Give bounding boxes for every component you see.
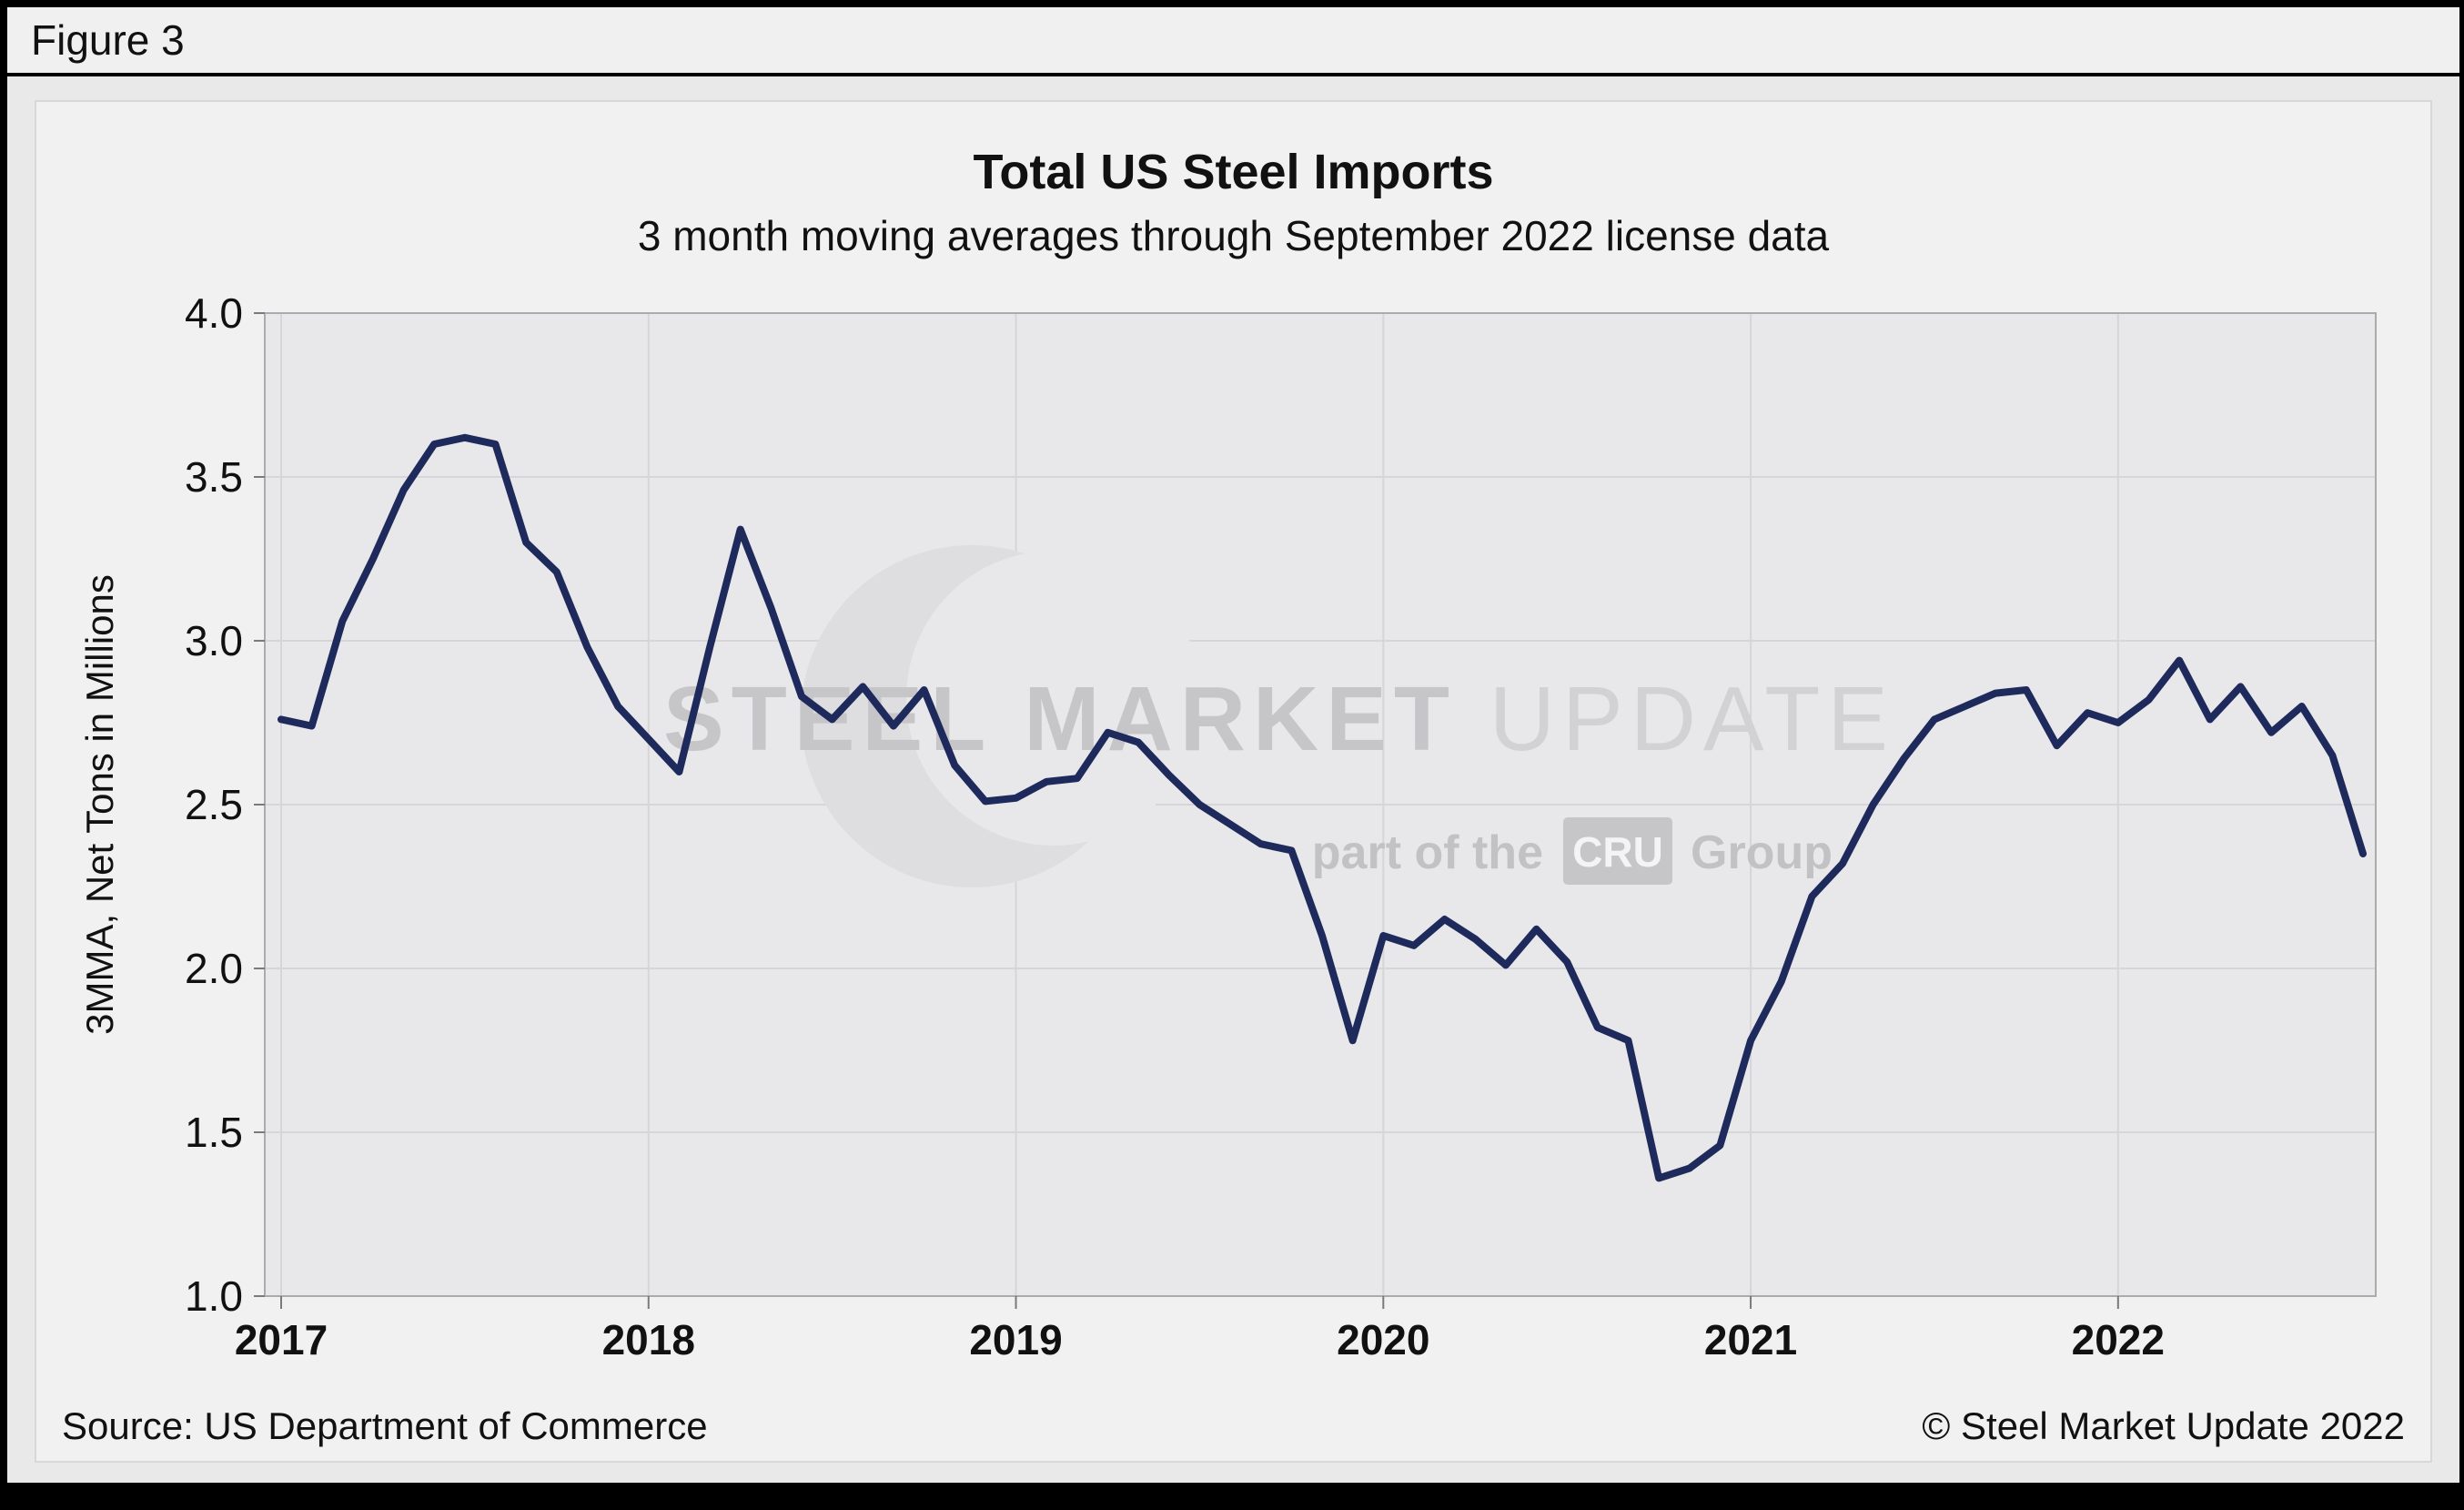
source-note: Source: US Department of Commerce — [62, 1404, 708, 1447]
bottom-black-bar — [7, 1483, 2459, 1510]
watermark-cru-box — [1562, 817, 1672, 885]
y-tick-label: 4.0 — [185, 289, 243, 337]
footer-row: Source: US Department of Commerce © Stee… — [62, 1404, 2405, 1448]
x-tick-label: 2018 — [601, 1316, 694, 1363]
chart-subtitle: 3 month moving averages through Septembe… — [637, 212, 1830, 259]
watermark-part-of-the: part of the — [1311, 826, 1542, 879]
y-axis: 1.0 1.5 2.0 2.5 3.0 3.5 4.0 — [185, 289, 265, 1320]
y-tick-label: 1.5 — [185, 1109, 243, 1156]
watermark-group-text: Group — [1691, 826, 1833, 879]
y-tick-label: 3.5 — [185, 453, 243, 501]
steel-imports-line-chart: STEEL MARKET UPDATE part of the CRU Group 1.… — [78, 289, 2377, 1363]
watermark: STEEL MARKET UPDATE part of the CRU Group — [663, 545, 1895, 887]
copyright-note: © Steel Market Update 2022 — [1922, 1404, 2405, 1447]
figure-label: Figure 3 — [7, 7, 2459, 76]
x-tick-label: 2021 — [1703, 1316, 1796, 1363]
chart-panel: Total US Steel Imports 3 month moving av… — [35, 100, 2432, 1463]
x-tick-label: 2017 — [234, 1316, 327, 1363]
y-tick-label: 2.0 — [185, 945, 243, 992]
y-axis-title: 3MMA, Net Tons in Millions — [78, 574, 121, 1035]
y-tick-label: 3.0 — [185, 617, 243, 664]
y-tick-label: 1.0 — [185, 1272, 243, 1320]
gridlines — [264, 312, 2376, 1296]
chart-title: Total US Steel Imports — [973, 145, 1494, 199]
x-tick-label: 2019 — [969, 1316, 1062, 1363]
x-tick-label: 2020 — [1337, 1316, 1429, 1363]
y-tick-label: 2.5 — [185, 781, 243, 828]
watermark-title-text: STEEL MARKET UPDATE — [663, 668, 1895, 770]
watermark-cru-text: CRU — [1572, 828, 1663, 876]
x-tick-label: 2022 — [2071, 1316, 2164, 1363]
imports-series-line — [277, 433, 2367, 1182]
x-axis: 2017 2018 2019 2020 2021 2022 — [234, 1296, 2164, 1363]
